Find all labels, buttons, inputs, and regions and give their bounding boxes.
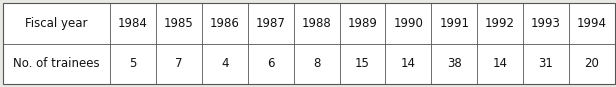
Text: 8: 8 xyxy=(313,57,320,70)
Text: 1986: 1986 xyxy=(210,17,240,30)
Text: 20: 20 xyxy=(585,57,599,70)
Text: 5: 5 xyxy=(129,57,137,70)
Text: 1985: 1985 xyxy=(164,17,194,30)
Text: 1989: 1989 xyxy=(347,17,378,30)
Text: 1992: 1992 xyxy=(485,17,515,30)
Text: 14: 14 xyxy=(401,57,416,70)
Text: 1990: 1990 xyxy=(394,17,423,30)
Text: 1991: 1991 xyxy=(439,17,469,30)
Text: 14: 14 xyxy=(493,57,508,70)
Text: No. of trainees: No. of trainees xyxy=(14,57,100,70)
Text: 15: 15 xyxy=(355,57,370,70)
Text: 1994: 1994 xyxy=(577,17,607,30)
Text: 1984: 1984 xyxy=(118,17,148,30)
Text: 1993: 1993 xyxy=(531,17,561,30)
Text: 4: 4 xyxy=(221,57,229,70)
Text: 31: 31 xyxy=(538,57,553,70)
Text: 38: 38 xyxy=(447,57,461,70)
Text: Fiscal year: Fiscal year xyxy=(25,17,88,30)
Text: 1988: 1988 xyxy=(302,17,331,30)
Text: 6: 6 xyxy=(267,57,275,70)
Text: 7: 7 xyxy=(175,57,183,70)
Text: 1987: 1987 xyxy=(256,17,286,30)
